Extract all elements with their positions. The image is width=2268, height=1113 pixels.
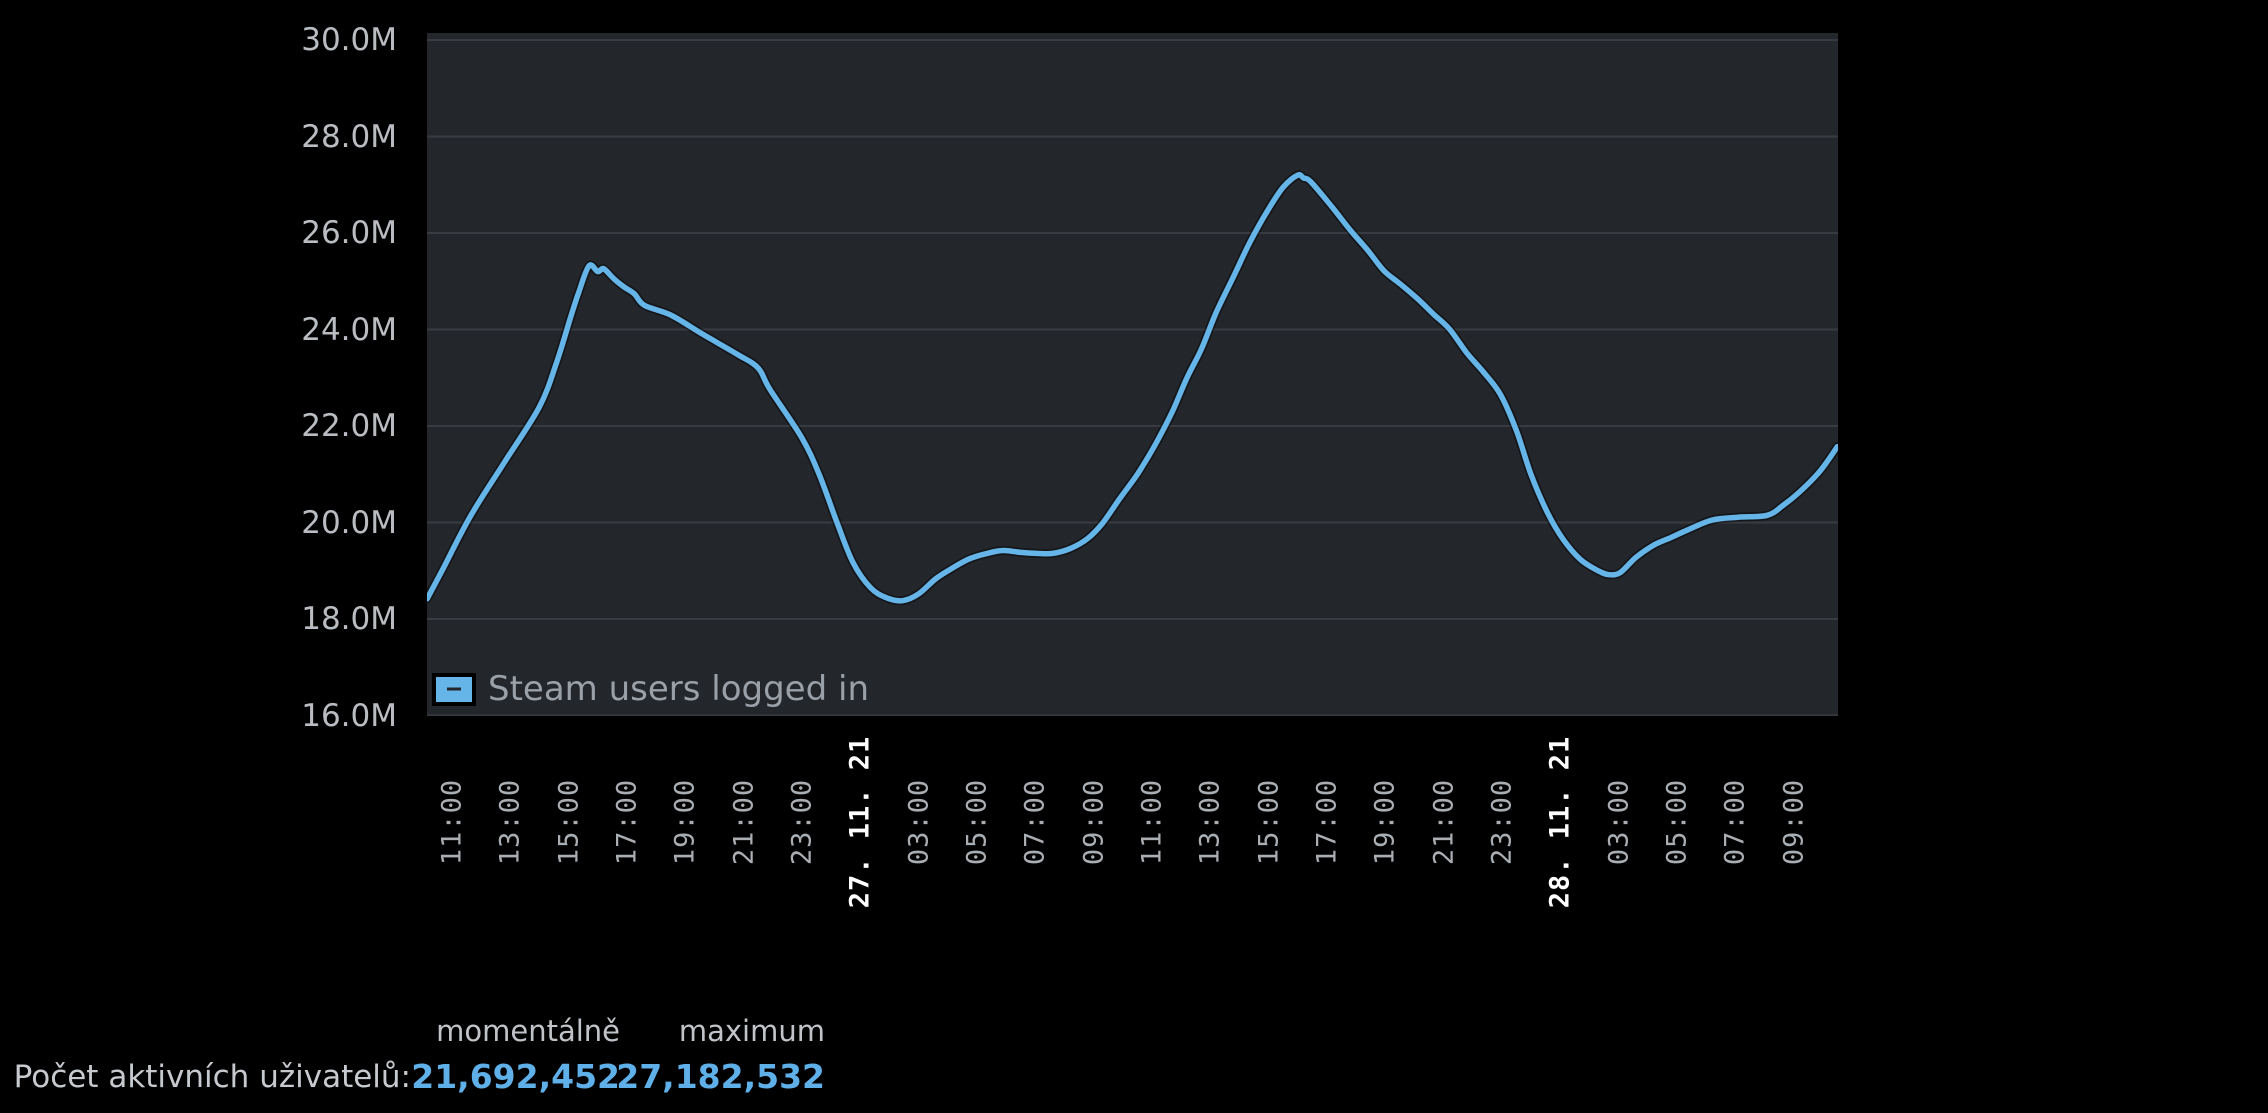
x-tick-time-label: 21:00 <box>728 778 760 866</box>
x-tick-time-label: 23:00 <box>786 778 818 866</box>
legend-line-dash-icon <box>447 687 461 691</box>
x-tick-time-label: 11:00 <box>1136 778 1168 866</box>
users-line-chart <box>427 39 1838 716</box>
x-tick-date-label: 27. 11. 21 <box>844 735 876 909</box>
stats-header-current: momentálně <box>436 1014 620 1048</box>
legend-swatch-icon <box>432 672 476 706</box>
x-tick-time-label: 09:00 <box>1778 778 1810 866</box>
x-tick-time-label: 15:00 <box>553 778 585 866</box>
plot-area: Steam users logged in <box>427 33 1838 716</box>
series-line-shadow <box>427 170 1838 606</box>
x-tick-time-label: 11:00 <box>436 778 468 866</box>
x-tick-time-label: 07:00 <box>1019 778 1051 866</box>
x-tick-time-label: 21:00 <box>1428 778 1460 866</box>
x-tick-time-label: 17:00 <box>611 778 643 866</box>
y-tick-label: 24.0M <box>301 311 397 348</box>
legend-label: Steam users logged in <box>488 669 869 709</box>
stats-maximum-value: 27,182,532 <box>616 1057 825 1096</box>
legend-item-steam-users[interactable]: Steam users logged in <box>432 669 869 709</box>
x-tick-time-label: 17:00 <box>1311 778 1343 866</box>
y-tick-label: 18.0M <box>301 601 397 637</box>
x-tick-time-label: 13:00 <box>494 778 526 866</box>
x-tick-time-label: 03:00 <box>903 778 935 866</box>
stats-header-maximum: maximum <box>678 1014 825 1048</box>
x-tick-date-label: 28. 11. 21 <box>1544 735 1576 909</box>
x-tick-time-label: 05:00 <box>1661 778 1693 866</box>
x-tick-time-label: 05:00 <box>961 778 993 866</box>
stats-current-value: 21,692,452 <box>411 1057 620 1096</box>
x-tick-time-label: 09:00 <box>1078 778 1110 866</box>
x-tick-time-label: 03:00 <box>1603 778 1635 866</box>
x-tick-time-label: 13:00 <box>1194 778 1226 866</box>
y-tick-label: 26.0M <box>301 215 397 251</box>
y-tick-label: 16.0M <box>301 697 397 734</box>
y-tick-label: 28.0M <box>301 118 397 155</box>
x-tick-time-label: 15:00 <box>1253 778 1285 866</box>
series-line-steam-users <box>427 171 1838 604</box>
x-tick-time-label: 19:00 <box>669 778 701 866</box>
y-tick-label: 20.0M <box>301 504 397 541</box>
x-tick-time-label: 23:00 <box>1486 778 1518 866</box>
stats-row-label: Počet aktivních uživatelů: <box>13 1059 411 1095</box>
y-tick-label: 22.0M <box>301 408 397 444</box>
y-tick-label: 30.0M <box>301 22 397 58</box>
x-tick-time-label: 19:00 <box>1369 778 1401 866</box>
x-tick-time-label: 07:00 <box>1719 778 1751 866</box>
